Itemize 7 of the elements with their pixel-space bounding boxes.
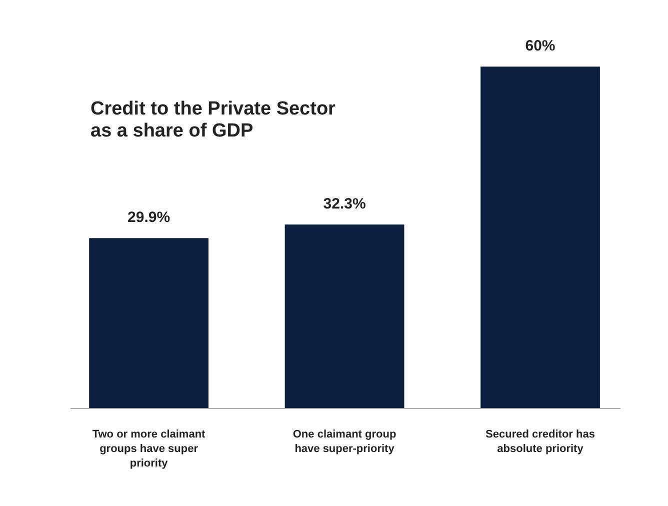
data-label: 29.9% <box>128 209 170 226</box>
data-label: 60% <box>525 38 556 55</box>
x-tick-label: One claimant group have super-priority <box>292 428 396 455</box>
data-label: 32.3% <box>323 195 366 212</box>
x-tick-label: Secured creditor has absolute priority <box>486 428 595 455</box>
text: Credit to the Private Sector as a share of GDP <box>90 98 336 142</box>
x-tick-label: Two or more claimant groups have super priority <box>92 428 206 470</box>
